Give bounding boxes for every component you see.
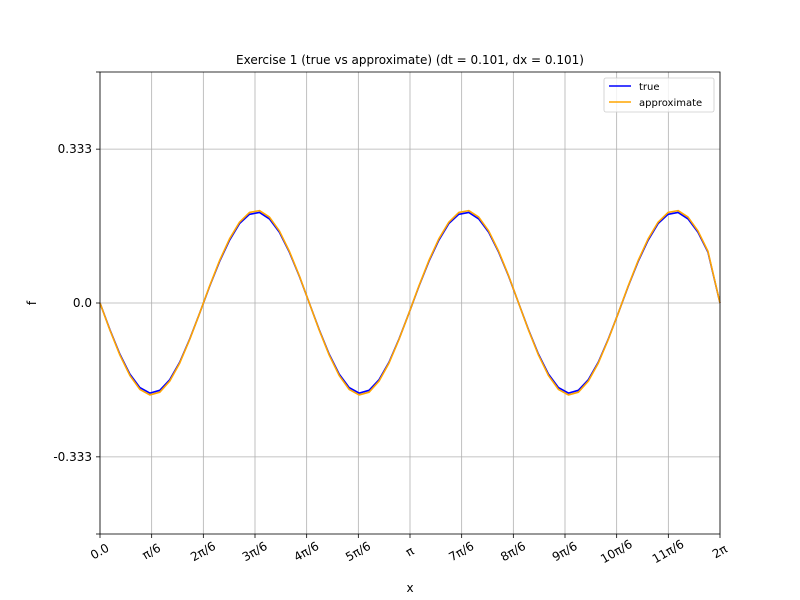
x-axis-label: x (406, 581, 413, 595)
y-tick-label: 0.333 (58, 142, 92, 156)
x-tick-label: 5π/6 (343, 539, 373, 564)
y-tick-label: 0.0 (73, 296, 92, 310)
x-tick-label: 9π/6 (550, 539, 580, 564)
x-tick-label: 11π/6 (650, 537, 687, 566)
x-tick-label: π (403, 544, 416, 560)
x-tick-label: 2π (710, 542, 730, 562)
grid (99, 72, 721, 534)
x-tick-label: 3π/6 (240, 539, 270, 564)
legend-label-approximate: approximate (639, 98, 702, 109)
x-tick-label: 10π/6 (598, 537, 635, 566)
y-axis-ticks: -0.333 0.0 0.333 (53, 71, 100, 535)
x-axis-ticks: 0.0 π/6 2π/6 3π/6 4π/6 5π/6 π 7π/6 8π/6 9π/6 10π/6… (88, 534, 730, 566)
x-tick-label: π/6 (140, 541, 163, 563)
x-tick-label: 4π/6 (291, 539, 321, 564)
x-tick-label: 8π/6 (498, 539, 528, 564)
y-tick-label: -0.333 (53, 450, 92, 464)
series-line-approximate (99, 209, 721, 396)
y-axis-label: f (25, 300, 39, 305)
chart-title: Exercise 1 (true vs approximate) (dt = 0… (236, 53, 584, 67)
series-lines (99, 209, 721, 396)
legend: true approximate (603, 77, 715, 113)
legend-label-true: true (639, 82, 660, 93)
x-tick-label: 0.0 (88, 541, 112, 563)
x-tick-label: 2π/6 (188, 539, 218, 564)
x-tick-label: 7π/6 (446, 539, 476, 564)
legend-box (603, 77, 715, 113)
